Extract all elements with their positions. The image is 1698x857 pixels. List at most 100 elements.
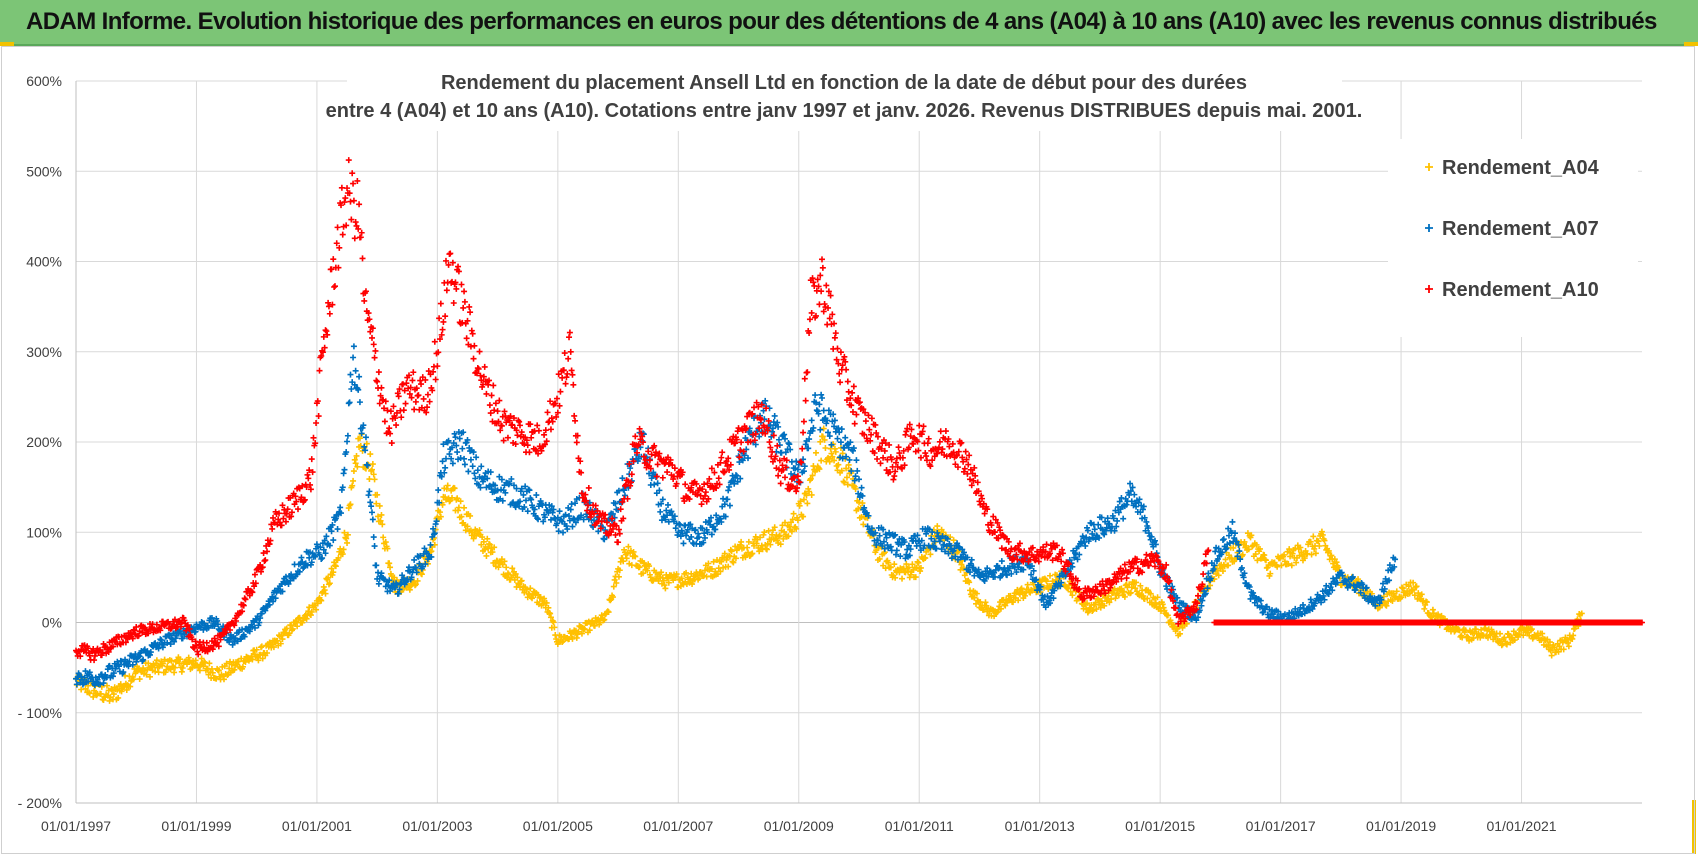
data-point xyxy=(399,381,406,388)
data-point xyxy=(1363,584,1370,591)
data-point xyxy=(616,530,623,537)
data-point xyxy=(146,673,153,680)
data-point xyxy=(763,546,770,553)
data-point xyxy=(544,409,551,416)
data-point xyxy=(613,580,620,587)
data-point xyxy=(109,687,116,694)
data-point xyxy=(647,574,654,581)
data-point xyxy=(402,400,409,407)
data-point xyxy=(723,556,730,563)
data-point xyxy=(455,507,462,514)
data-point xyxy=(460,304,467,311)
data-point xyxy=(806,316,813,323)
data-point xyxy=(998,558,1005,565)
data-point xyxy=(314,600,321,607)
data-point xyxy=(844,378,851,385)
data-point xyxy=(374,491,381,498)
data-point xyxy=(1137,582,1144,589)
data-point xyxy=(362,434,369,441)
data-point xyxy=(491,544,498,551)
data-point xyxy=(412,582,419,589)
data-point xyxy=(818,391,825,398)
scatter-chart: - 200%- 100%0%100%200%300%400%500%600%01… xyxy=(18,67,1645,834)
data-point xyxy=(1154,594,1161,601)
data-point xyxy=(730,559,737,566)
data-point xyxy=(1002,602,1009,609)
data-point xyxy=(819,433,826,440)
data-point xyxy=(567,348,574,355)
data-point xyxy=(543,599,550,606)
data-point xyxy=(378,384,385,391)
data-point xyxy=(85,689,92,696)
data-point xyxy=(356,373,363,380)
data-point xyxy=(1147,590,1154,597)
data-point xyxy=(853,457,860,464)
data-point xyxy=(352,460,359,467)
data-point xyxy=(689,581,696,588)
data-point xyxy=(179,665,186,672)
data-point xyxy=(484,535,491,542)
data-point xyxy=(480,538,487,545)
data-point xyxy=(368,334,375,341)
data-point xyxy=(547,614,554,621)
data-point xyxy=(308,608,315,615)
data-point xyxy=(590,619,597,626)
data-point xyxy=(785,533,792,540)
data-point xyxy=(737,541,744,548)
data-point xyxy=(789,516,796,523)
data-point xyxy=(880,550,887,557)
y-tick-label: - 100% xyxy=(18,705,62,721)
data-point xyxy=(575,628,582,635)
data-point xyxy=(386,560,393,567)
data-point xyxy=(474,467,481,474)
data-point xyxy=(851,420,858,427)
data-point xyxy=(1067,588,1074,595)
data-point xyxy=(757,534,764,541)
data-point xyxy=(907,571,914,578)
data-point xyxy=(812,449,819,456)
data-point xyxy=(208,665,215,672)
data-point xyxy=(826,458,833,465)
data-point xyxy=(320,583,327,590)
data-point xyxy=(785,440,792,447)
data-point xyxy=(1429,606,1436,613)
data-point xyxy=(1043,578,1050,585)
data-point xyxy=(615,573,622,580)
data-point xyxy=(371,354,378,361)
data-point xyxy=(499,561,506,568)
data-point xyxy=(1239,551,1246,558)
data-point xyxy=(1215,572,1222,579)
data-point xyxy=(936,438,943,445)
data-point xyxy=(559,639,566,646)
data-point xyxy=(942,428,949,435)
data-point xyxy=(411,406,418,413)
data-point xyxy=(680,540,687,547)
data-point xyxy=(1007,592,1014,599)
data-point xyxy=(368,509,375,516)
data-point xyxy=(171,669,178,676)
data-point xyxy=(893,455,900,462)
data-point xyxy=(479,534,486,541)
data-point xyxy=(1310,533,1317,540)
data-point xyxy=(434,363,441,370)
data-point xyxy=(277,640,284,647)
data-point xyxy=(1015,597,1022,604)
data-point xyxy=(86,690,93,697)
data-point xyxy=(1022,592,1029,599)
data-point xyxy=(495,564,502,571)
data-point xyxy=(185,654,192,661)
data-point xyxy=(573,439,580,446)
data-point xyxy=(644,567,651,574)
data-point xyxy=(526,449,533,456)
data-point xyxy=(91,657,98,664)
data-point xyxy=(200,663,207,670)
x-tick-label: 01/01/2011 xyxy=(885,818,954,834)
data-point xyxy=(331,284,338,291)
data-point xyxy=(501,558,508,565)
data-point xyxy=(725,563,732,570)
data-point xyxy=(862,418,869,425)
x-tick-label: 01/01/1999 xyxy=(161,818,231,834)
data-point xyxy=(305,608,312,615)
data-point xyxy=(514,432,521,439)
data-point xyxy=(220,676,227,683)
